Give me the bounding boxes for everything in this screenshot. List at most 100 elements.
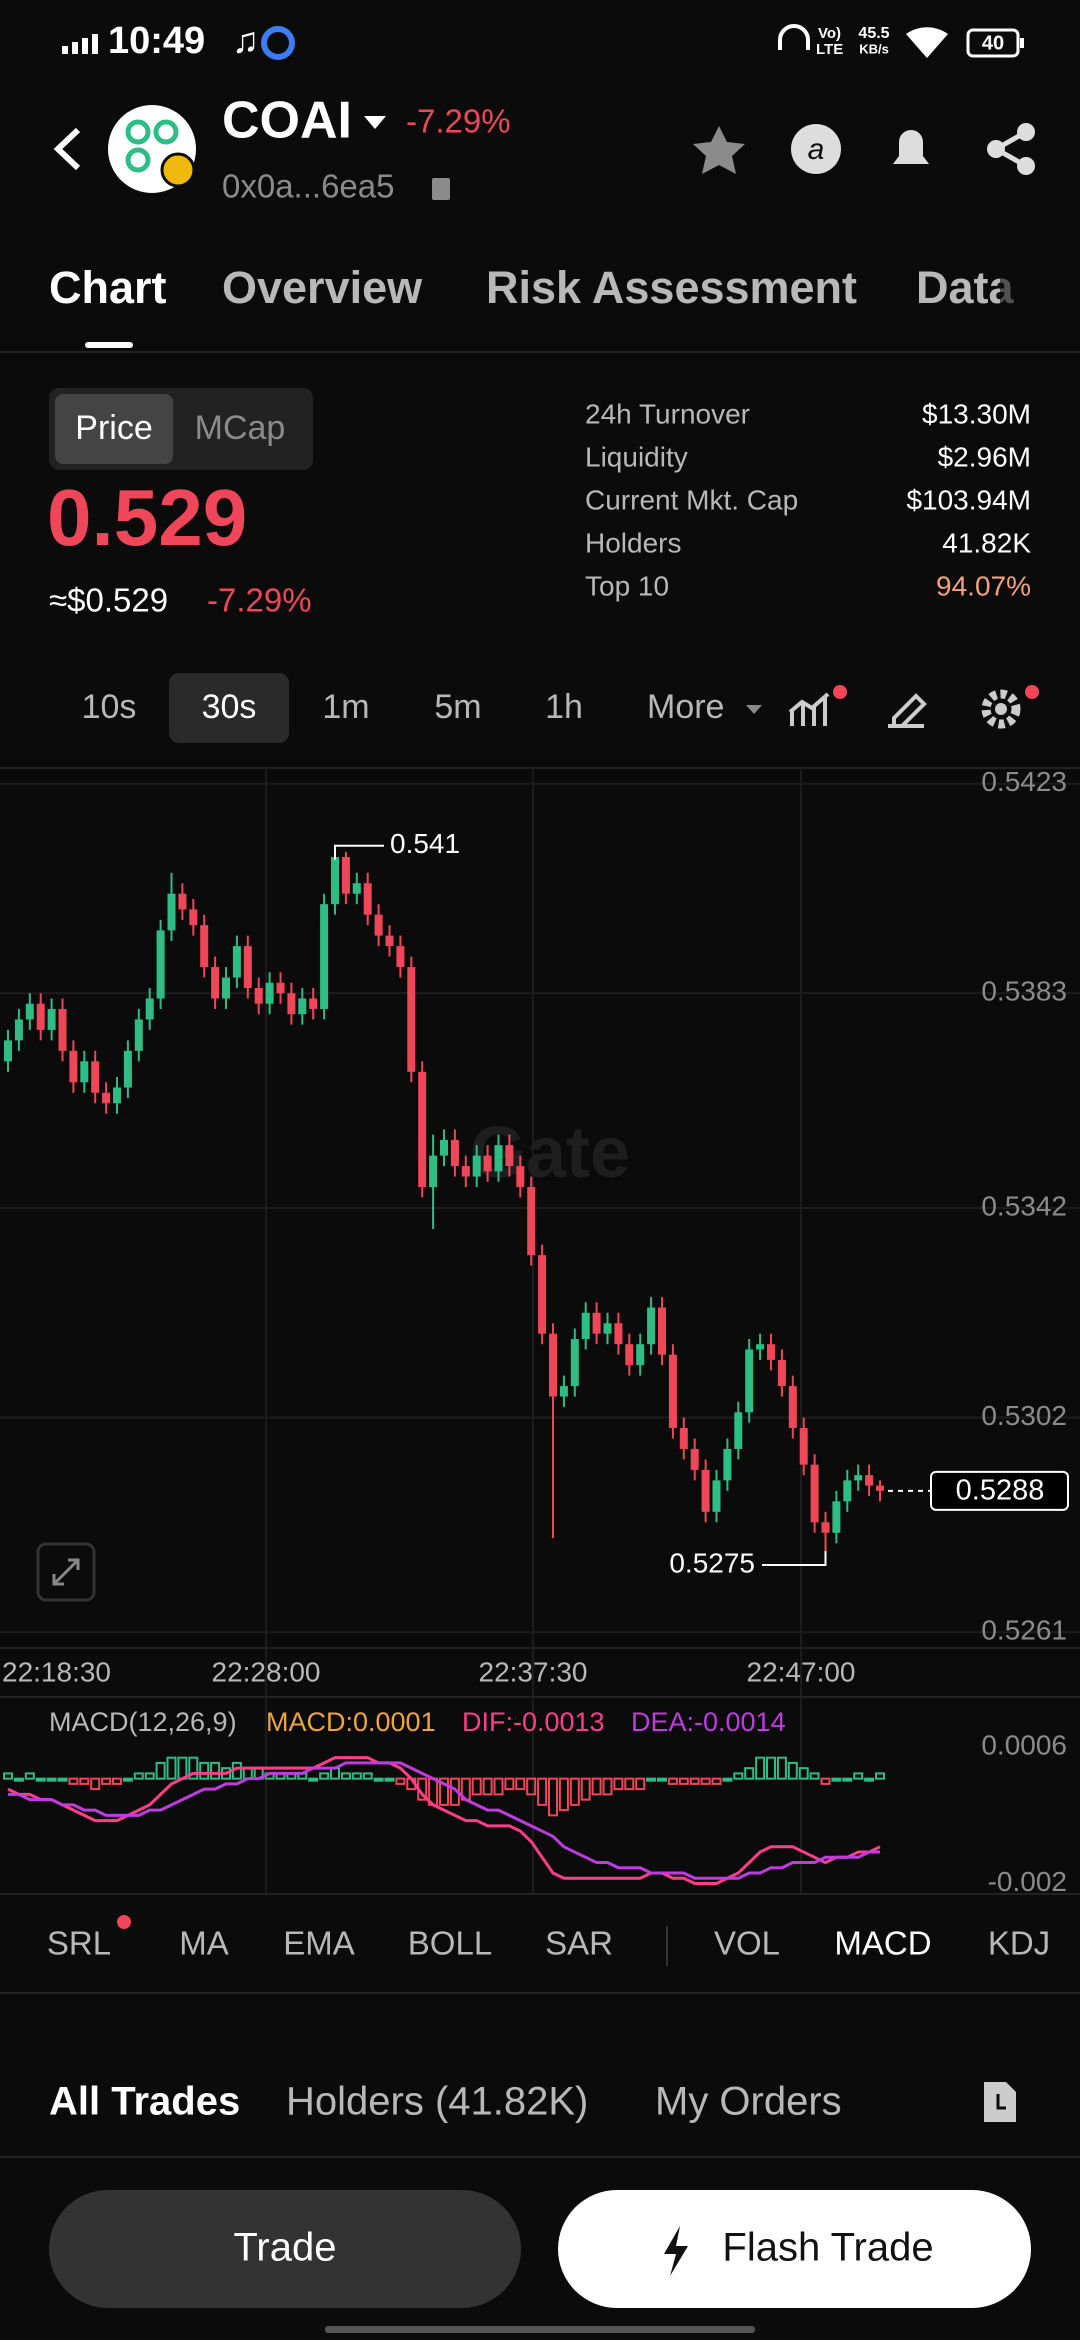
alpha-icon[interactable] bbox=[791, 124, 841, 174]
macd-bar bbox=[24, 1772, 35, 1780]
trade-button[interactable] bbox=[49, 2190, 521, 2308]
toggle-selected bbox=[55, 394, 173, 464]
macd-bar bbox=[155, 1761, 166, 1780]
last-price-label: 0.5288 bbox=[956, 1475, 1045, 1507]
trades-tab[interactable]: All Trades bbox=[49, 2080, 240, 2124]
tab[interactable]: Risk Assessment bbox=[486, 262, 857, 313]
candle-body bbox=[123, 1050, 132, 1088]
candle-body bbox=[592, 1312, 601, 1334]
candle-body bbox=[625, 1344, 634, 1366]
settings-icon[interactable] bbox=[981, 689, 1021, 729]
candle-body bbox=[810, 1464, 819, 1523]
macd-bar bbox=[776, 1756, 787, 1780]
candle-body bbox=[91, 1061, 100, 1093]
interval[interactable]: 10s bbox=[82, 688, 137, 726]
last-price-box bbox=[930, 1470, 1069, 1511]
y-tick-label: 0.5383 bbox=[981, 976, 1067, 1007]
x-tick-label: 22:37:30 bbox=[479, 1656, 588, 1687]
battery-level: 40 bbox=[982, 32, 1004, 54]
interval[interactable]: 1h bbox=[545, 688, 583, 726]
macd-bar bbox=[689, 1777, 700, 1785]
macd-bar bbox=[766, 1756, 776, 1780]
macd-bar bbox=[101, 1777, 112, 1785]
candle-body bbox=[385, 935, 394, 947]
macd-bar bbox=[439, 1777, 449, 1806]
tab[interactable]: Chart bbox=[49, 262, 167, 313]
candle-body bbox=[331, 857, 339, 905]
candle-body bbox=[701, 1469, 710, 1512]
time: 10:49 bbox=[108, 20, 205, 62]
back-button[interactable] bbox=[53, 127, 81, 171]
macd-bar bbox=[79, 1777, 90, 1785]
trades-tab[interactable]: Holders (41.82K) bbox=[286, 2080, 588, 2124]
macd-bar bbox=[580, 1777, 591, 1801]
indicator-tab[interactable]: SAR bbox=[545, 1925, 613, 1962]
alert-icon[interactable] bbox=[893, 130, 929, 164]
tab[interactable]: Overview bbox=[222, 262, 423, 313]
macd-bar bbox=[493, 1777, 504, 1796]
draw-icon[interactable] bbox=[888, 693, 927, 728]
candle-body bbox=[102, 1092, 111, 1104]
candle-body bbox=[25, 1003, 34, 1020]
interval-selected bbox=[169, 673, 289, 743]
interval[interactable]: More bbox=[647, 688, 724, 726]
music-icon: ♫ bbox=[232, 20, 259, 61]
macd-bar bbox=[504, 1777, 515, 1791]
candle-body bbox=[450, 1139, 459, 1167]
toggle-option[interactable]: MCap bbox=[195, 409, 286, 447]
candle-body bbox=[341, 857, 350, 894]
stat-value: 94.07% bbox=[936, 570, 1031, 601]
indicator-tab[interactable]: MA bbox=[179, 1925, 229, 1962]
dropdown-icon[interactable] bbox=[364, 116, 386, 129]
interval[interactable]: 1m bbox=[322, 688, 369, 726]
stat-label: Holders bbox=[585, 527, 681, 558]
token-change: -7.29% bbox=[406, 103, 511, 140]
macd-bar bbox=[667, 1777, 678, 1785]
macd-bar bbox=[798, 1767, 809, 1780]
indicator-tab[interactable]: BOLL bbox=[408, 1925, 492, 1962]
macd-bar bbox=[711, 1777, 722, 1785]
indicator-tab[interactable]: KDJ bbox=[988, 1925, 1050, 1962]
candle-body bbox=[363, 883, 372, 915]
flash-trade-button[interactable] bbox=[558, 2190, 1031, 2308]
tab[interactable]: Data bbox=[916, 262, 1015, 313]
trades-tab[interactable]: My Orders bbox=[655, 2080, 842, 2124]
toggle-option[interactable]: Price bbox=[75, 409, 152, 447]
interval[interactable]: 30s bbox=[202, 688, 257, 726]
indicator-tab[interactable]: MACD bbox=[834, 1925, 931, 1962]
candle-body bbox=[80, 1061, 89, 1083]
candle-body bbox=[36, 1003, 45, 1030]
macd-bar bbox=[199, 1761, 210, 1780]
macd-bar bbox=[526, 1777, 537, 1796]
macd-bar bbox=[787, 1761, 798, 1780]
indicator-icon[interactable] bbox=[788, 692, 830, 726]
macd-bar bbox=[35, 1777, 46, 1782]
indicator-tab[interactable]: EMA bbox=[283, 1925, 355, 1962]
macd-bar bbox=[646, 1777, 657, 1782]
token-address: 0x0a...6ea5 bbox=[222, 168, 394, 205]
candle-body bbox=[832, 1501, 841, 1533]
indicator-tab[interactable]: SRL bbox=[47, 1925, 111, 1962]
candle-body bbox=[440, 1139, 448, 1156]
candle-body bbox=[145, 998, 154, 1020]
favorite-icon[interactable] bbox=[693, 126, 745, 174]
interval[interactable]: 5m bbox=[434, 688, 481, 726]
candle-body bbox=[461, 1166, 470, 1177]
indicator-tab[interactable]: VOL bbox=[714, 1925, 780, 1962]
candle-body bbox=[527, 1187, 536, 1256]
candle-body bbox=[538, 1255, 547, 1334]
copy-icon[interactable] bbox=[432, 178, 450, 200]
candle-body bbox=[756, 1344, 765, 1350]
candle-body bbox=[189, 909, 198, 926]
expand-button[interactable] bbox=[36, 1542, 96, 1602]
macd-bar bbox=[373, 1777, 384, 1782]
candle-body bbox=[614, 1323, 623, 1345]
high-marker bbox=[334, 844, 384, 860]
net-speed: 45.5 bbox=[858, 25, 889, 42]
wifi-icon bbox=[906, 27, 948, 58]
candle-body bbox=[494, 1145, 503, 1172]
document-icon[interactable] bbox=[984, 2082, 1016, 2122]
macd-bar bbox=[569, 1777, 580, 1806]
macd-bar bbox=[820, 1777, 831, 1785]
